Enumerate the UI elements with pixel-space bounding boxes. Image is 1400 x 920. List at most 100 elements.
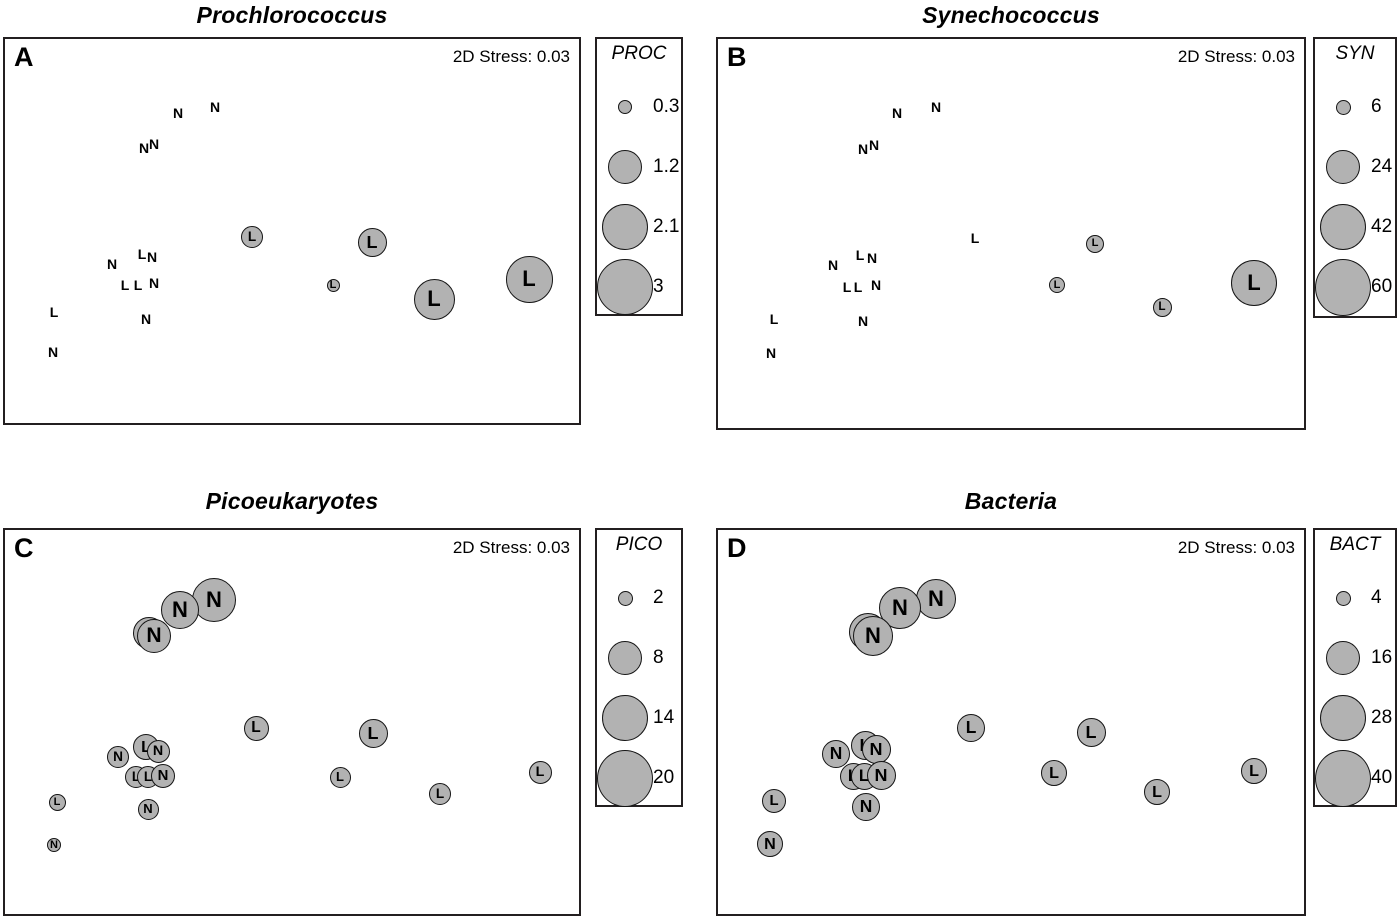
legend-swatch-wrap bbox=[597, 150, 653, 184]
legend-row: 60 bbox=[1315, 257, 1395, 317]
data-point: L bbox=[48, 793, 66, 811]
legend-swatch-wrap bbox=[597, 641, 653, 675]
data-point: N bbox=[857, 141, 869, 157]
data-point: N bbox=[868, 137, 880, 153]
legend-label: 8 bbox=[653, 647, 664, 668]
data-point: N bbox=[852, 793, 880, 821]
legend-label: 24 bbox=[1371, 156, 1393, 177]
legend-swatch-wrap bbox=[1315, 204, 1371, 250]
legend-label: 6 bbox=[1371, 96, 1382, 117]
data-point: N bbox=[138, 140, 150, 156]
data-point: N bbox=[870, 277, 882, 293]
data-point: L bbox=[957, 714, 985, 742]
legend-swatch bbox=[597, 259, 653, 315]
data-point: N bbox=[857, 313, 869, 329]
legend-row: 3 bbox=[597, 257, 681, 317]
panel-letter-a: A bbox=[14, 42, 34, 72]
data-point: L bbox=[49, 304, 59, 320]
legend-swatch bbox=[1320, 204, 1366, 250]
data-point: L bbox=[853, 279, 863, 295]
legend-label: 4 bbox=[1371, 587, 1382, 608]
panel-letter-d: D bbox=[727, 533, 747, 563]
data-point: N bbox=[866, 760, 896, 790]
data-point: L bbox=[1041, 760, 1067, 786]
plot-frame-a: A 2D Stress: 0.03 N N N N L L N L N L L N L L L L N N bbox=[3, 37, 581, 425]
legend-label: 0.3 bbox=[653, 96, 680, 117]
data-point: L bbox=[243, 715, 269, 741]
legend-swatch-wrap bbox=[597, 100, 653, 114]
legend-label: 16 bbox=[1371, 647, 1393, 668]
data-point: L bbox=[241, 226, 263, 248]
data-point: L bbox=[505, 255, 553, 303]
data-point: L bbox=[842, 279, 852, 295]
legend-label: 2.1 bbox=[653, 216, 680, 237]
data-point: N bbox=[137, 798, 159, 820]
data-point: N bbox=[209, 99, 221, 115]
legend-row: 6 bbox=[1315, 77, 1395, 137]
legend-title-c: PICO bbox=[615, 534, 663, 555]
legend-swatch-wrap bbox=[1315, 258, 1371, 316]
data-point: N bbox=[148, 275, 160, 291]
legend-row: 1.2 bbox=[597, 137, 681, 197]
legend-label: 2 bbox=[653, 587, 664, 608]
legend-label: 3 bbox=[653, 276, 664, 297]
data-point: L bbox=[1086, 235, 1104, 253]
legend-swatch bbox=[1335, 590, 1351, 606]
data-point: L bbox=[970, 230, 980, 246]
legend-swatch-wrap bbox=[597, 204, 653, 250]
legend-row: 2 bbox=[597, 568, 681, 628]
data-point: N bbox=[192, 578, 236, 622]
stress-annotation-c: 2D Stress: 0.03 bbox=[452, 538, 570, 557]
legend-row: 42 bbox=[1315, 197, 1395, 257]
data-point: N bbox=[866, 250, 878, 266]
data-point: N bbox=[757, 831, 783, 857]
data-point: L bbox=[528, 760, 552, 784]
data-point: L bbox=[413, 278, 455, 320]
legend-swatch-wrap bbox=[1315, 99, 1371, 115]
data-point: N bbox=[106, 256, 118, 272]
data-point: L bbox=[1049, 277, 1065, 293]
legend-swatch bbox=[1315, 258, 1371, 316]
legend-swatch bbox=[608, 641, 642, 675]
data-point: L bbox=[329, 766, 351, 788]
data-point: N bbox=[47, 838, 61, 852]
data-point: L bbox=[1152, 297, 1172, 317]
legend-swatch-wrap bbox=[1315, 590, 1371, 606]
data-point: N bbox=[861, 734, 891, 764]
data-point: L bbox=[120, 277, 130, 293]
data-point: L bbox=[133, 277, 143, 293]
data-point: N bbox=[161, 591, 199, 629]
legend-swatch bbox=[1315, 749, 1371, 807]
data-point: N bbox=[146, 739, 170, 763]
data-point: L bbox=[1076, 717, 1106, 747]
data-point: L bbox=[358, 718, 388, 748]
legend-label: 60 bbox=[1371, 276, 1393, 297]
data-point: L bbox=[1231, 260, 1277, 306]
legend-label: 20 bbox=[653, 767, 675, 788]
legend-d: BACT 4 16 28 40 bbox=[1313, 528, 1397, 807]
legend-swatch bbox=[1320, 695, 1366, 741]
data-point: L bbox=[762, 789, 786, 813]
panel-title-a: Prochlorococcus bbox=[196, 2, 388, 28]
data-point: N bbox=[916, 579, 956, 619]
legend-swatch bbox=[1326, 641, 1360, 675]
legend-title-a: PROC bbox=[611, 43, 667, 64]
legend-swatch bbox=[1335, 99, 1351, 115]
data-point: N bbox=[822, 740, 850, 768]
legend-swatch bbox=[618, 100, 632, 114]
panel-letter-c: C bbox=[14, 533, 34, 563]
legend-title-d: BACT bbox=[1329, 534, 1381, 555]
stress-annotation-a: 2D Stress: 0.03 bbox=[452, 47, 570, 66]
legend-row: 24 bbox=[1315, 137, 1395, 197]
panel-title-c: Picoeukaryotes bbox=[205, 488, 379, 514]
legend-swatch bbox=[602, 695, 648, 741]
legend-swatch bbox=[617, 590, 633, 606]
data-point: L bbox=[1144, 779, 1170, 805]
legend-label: 40 bbox=[1371, 767, 1393, 788]
legend-a: PROC 0.3 1.2 2.1 3 bbox=[595, 37, 683, 316]
panel-letter-b: B bbox=[727, 42, 747, 72]
legend-label: 14 bbox=[653, 707, 675, 728]
